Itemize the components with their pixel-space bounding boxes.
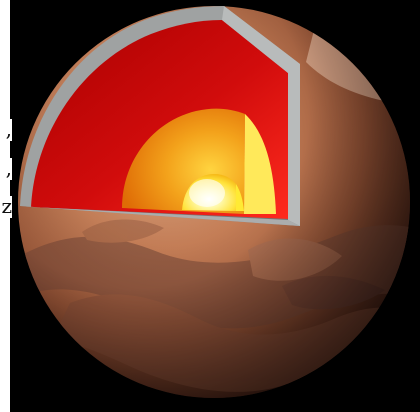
cut-edge-highlight (20, 206, 300, 226)
cropped-text-line-3: z (0, 196, 12, 218)
cropped-text-line-1: , (0, 119, 12, 141)
core-layer (182, 174, 244, 211)
cropped-text-line-2: , (0, 158, 12, 180)
